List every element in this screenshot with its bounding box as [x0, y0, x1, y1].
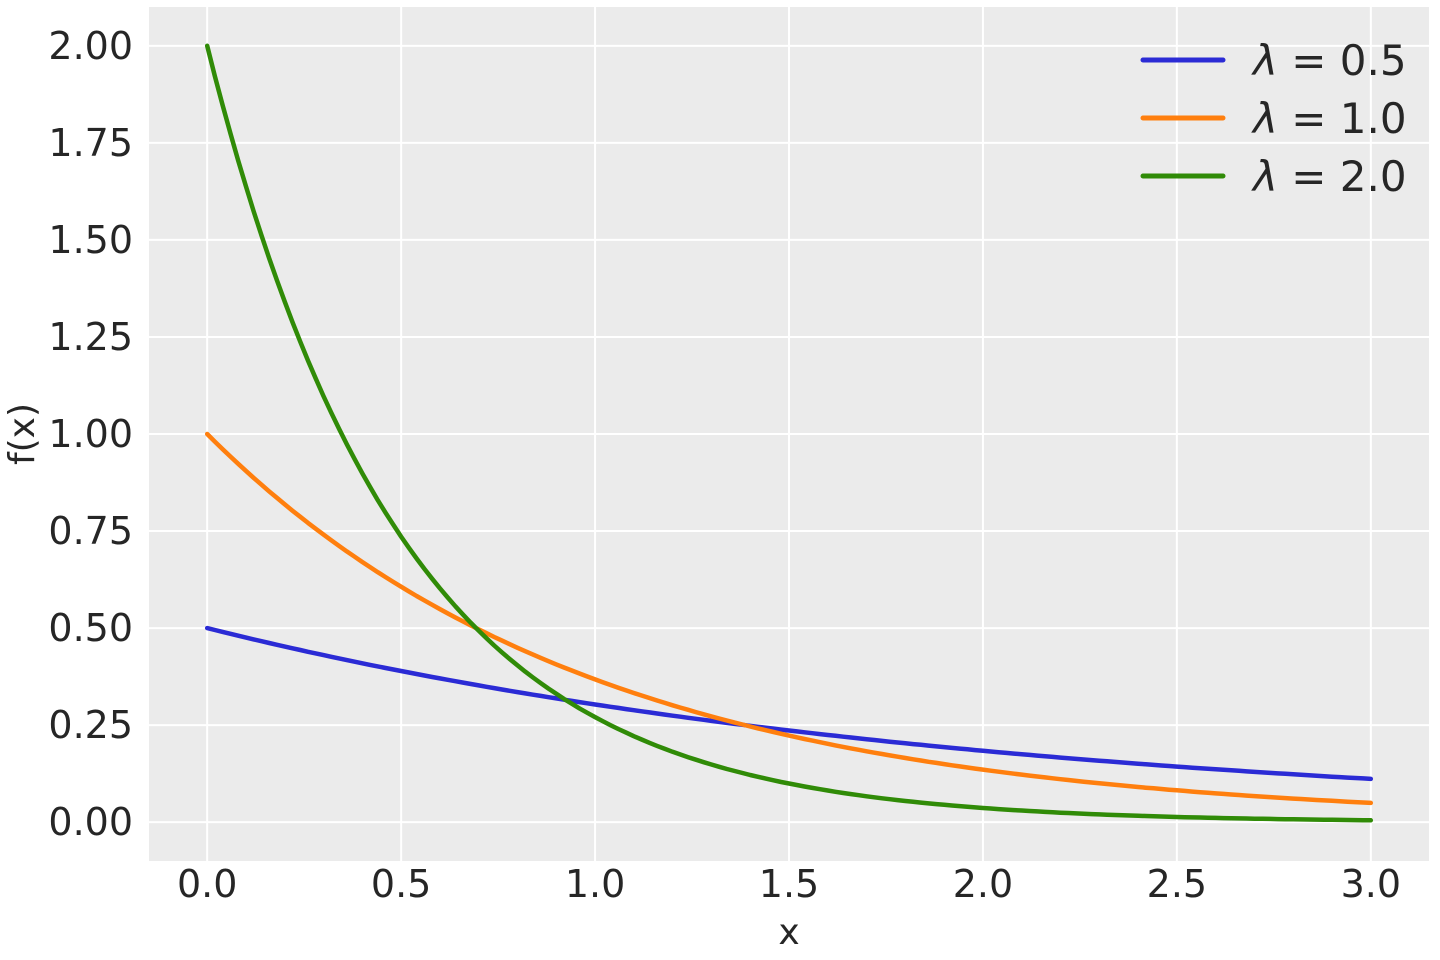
- legend-label: λ = 1.0: [1251, 94, 1407, 143]
- y-tick-label: 0.75: [48, 509, 133, 553]
- y-axis-label: f(x): [2, 403, 43, 465]
- legend-label: λ = 2.0: [1251, 152, 1407, 201]
- y-tick-label: 1.50: [48, 218, 133, 262]
- x-tick-label: 1.0: [565, 862, 625, 906]
- series-line-lambda-2: [204, 43, 1374, 823]
- y-tick-label: 0.50: [48, 606, 133, 650]
- y-tick-label: 0.25: [48, 703, 133, 747]
- y-tick-label: 2.00: [48, 24, 133, 68]
- x-tick-label: 1.5: [759, 862, 819, 906]
- series-line-lambda-0.5: [204, 625, 1374, 782]
- x-tick-label: 2.0: [953, 862, 1013, 906]
- series-line-lambda-1: [204, 431, 1374, 806]
- grid: [149, 7, 1429, 861]
- y-tick-label: 1.00: [48, 412, 133, 456]
- x-tick-label: 2.5: [1147, 862, 1207, 906]
- x-tick-label: 0.5: [371, 862, 431, 906]
- x-axis-label: x: [778, 912, 799, 953]
- y-tick-label: 1.75: [48, 121, 133, 165]
- y-tick-label: 0.00: [48, 800, 133, 844]
- x-tick-label: 0.0: [177, 862, 237, 906]
- legend: λ = 0.5 λ = 1.0 λ = 2.0: [1140, 36, 1407, 201]
- legend-label: λ = 0.5: [1251, 36, 1407, 85]
- x-tick-label: 3.0: [1341, 862, 1401, 906]
- x-tick-labels: 0.0 0.5 1.0 1.5 2.0 2.5 3.0: [177, 862, 1401, 906]
- y-tick-labels: 0.00 0.25 0.50 0.75 1.00 1.25 1.50 1.75 2.00: [48, 24, 133, 844]
- y-tick-label: 1.25: [48, 315, 133, 359]
